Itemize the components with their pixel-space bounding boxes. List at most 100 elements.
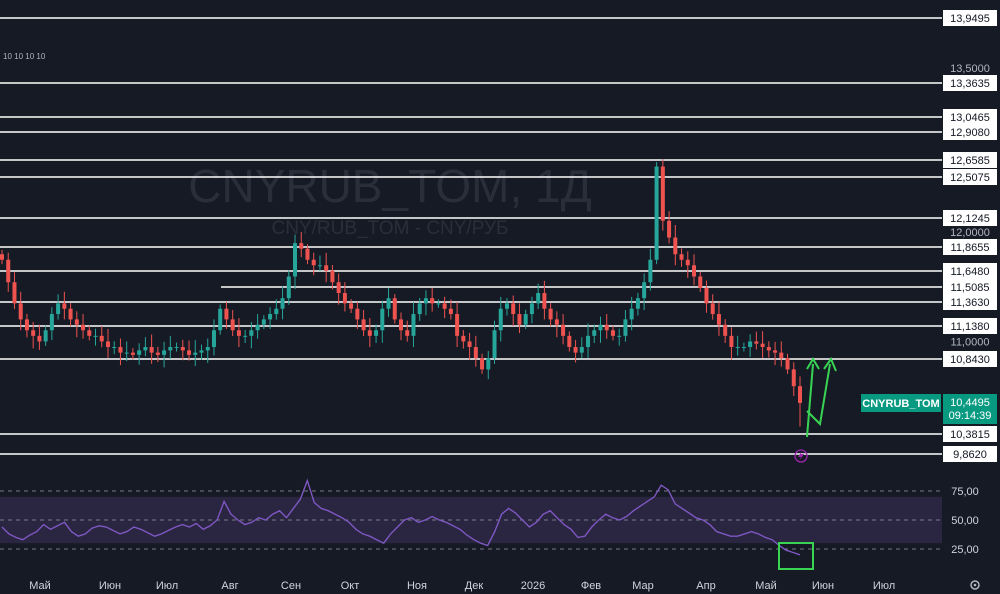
candle-body	[99, 335, 104, 342]
candle-body	[0, 254, 4, 260]
candle-body	[667, 220, 672, 238]
green-arrow-annotation[interactable]	[806, 356, 837, 438]
candle-body	[455, 314, 460, 336]
watermark-subtitle: CNY/RUB_TOM - CNY/РУБ	[271, 218, 508, 239]
candle-body	[193, 352, 198, 355]
level-label-bg	[943, 294, 997, 310]
rsi-level-label: 25,00	[951, 544, 979, 556]
candle-body	[255, 324, 260, 331]
candle-body	[274, 308, 279, 315]
candle-body	[642, 282, 647, 299]
candle-body	[249, 330, 254, 336]
candle-body	[261, 319, 266, 325]
lightning-icon[interactable]	[794, 449, 808, 463]
candle-body	[692, 265, 697, 277]
candle-body	[6, 259, 11, 283]
candle-body	[149, 347, 154, 353]
candle-body	[461, 335, 466, 342]
candle-body	[162, 350, 167, 355]
candle-body	[654, 166, 659, 260]
candle-body	[105, 341, 110, 348]
candle-body	[56, 303, 61, 315]
candle-body	[155, 352, 160, 355]
candle-body	[112, 347, 117, 349]
level-label-bg	[943, 124, 997, 140]
candle-body	[336, 282, 341, 294]
candle-body	[492, 330, 497, 359]
candle-body	[299, 243, 304, 249]
candle-body	[723, 324, 728, 336]
candle-body	[598, 324, 603, 331]
candle-body	[417, 303, 422, 315]
candle-body	[205, 347, 210, 351]
candle-body	[268, 314, 273, 320]
candle-body	[74, 319, 79, 325]
candle-body	[374, 330, 379, 336]
candle-body	[548, 308, 553, 320]
candle-body	[735, 347, 740, 349]
level-label-bg	[943, 279, 997, 295]
candle-body	[423, 298, 428, 304]
level-label: 11,8655	[951, 242, 990, 254]
time-tick-label: 2026	[521, 580, 545, 592]
time-tick-label: Авг	[221, 580, 238, 592]
candle-body	[542, 293, 547, 309]
time-tick-label: Июн	[812, 580, 834, 592]
candle-body	[741, 347, 746, 349]
candle-body	[355, 308, 360, 320]
candle-body	[349, 303, 354, 309]
time-tick-label: Май	[755, 580, 777, 592]
candle-body	[130, 352, 135, 355]
candle-body	[623, 319, 628, 336]
candle-body	[579, 347, 584, 353]
candle-body	[673, 237, 678, 255]
candle-body	[43, 330, 48, 342]
candle-body	[361, 319, 366, 331]
price-tick-label: 11,0000	[951, 336, 990, 348]
level-label-bg	[943, 10, 997, 26]
candle-body	[81, 324, 86, 331]
candle-body	[143, 347, 148, 351]
candle-body	[118, 347, 123, 353]
candle-body	[93, 335, 98, 337]
level-label: 9,8620	[953, 449, 987, 461]
candle-body	[317, 265, 322, 267]
level-label-bg	[943, 446, 997, 462]
time-tick-label: Мар	[632, 580, 654, 592]
arrow-right-stroke	[806, 363, 831, 427]
candle-body	[392, 298, 397, 320]
level-label-bg	[943, 239, 997, 255]
arrow-left-stroke	[806, 363, 814, 438]
candle-body	[704, 287, 709, 304]
rsi-panel: 75,00 50,00 25,00	[0, 478, 979, 556]
candle-body	[685, 259, 690, 266]
candle-body	[187, 350, 192, 355]
candle-body	[37, 335, 42, 342]
candle-body	[230, 319, 235, 331]
gear-icon[interactable]	[970, 580, 980, 590]
candle-body	[604, 324, 609, 331]
rsi-level-label: 50,00	[951, 515, 979, 527]
time-tick-label: Апр	[696, 580, 715, 592]
candle-body	[174, 347, 179, 349]
candle-body	[243, 335, 248, 337]
rsi-highlight-box[interactable]	[778, 542, 814, 570]
last-price-badge: CNYRUB_TOM 10,4495 09:14:39	[861, 394, 997, 424]
candle-body	[648, 259, 653, 283]
candle-body	[380, 308, 385, 331]
arrow-right-head	[823, 356, 837, 372]
candle-body	[554, 319, 559, 325]
candle-body	[68, 308, 73, 320]
level-label: 12,1245	[950, 213, 990, 225]
candle-body	[610, 330, 615, 336]
candle-body	[504, 303, 509, 309]
level-label: 11,1380	[951, 321, 990, 333]
level-label-bg	[943, 351, 997, 367]
level-label: 10,8430	[950, 354, 990, 366]
candle-body	[698, 276, 703, 288]
level-label: 11,5085	[951, 282, 990, 294]
candle-body	[293, 243, 298, 277]
candle-body	[486, 358, 491, 370]
